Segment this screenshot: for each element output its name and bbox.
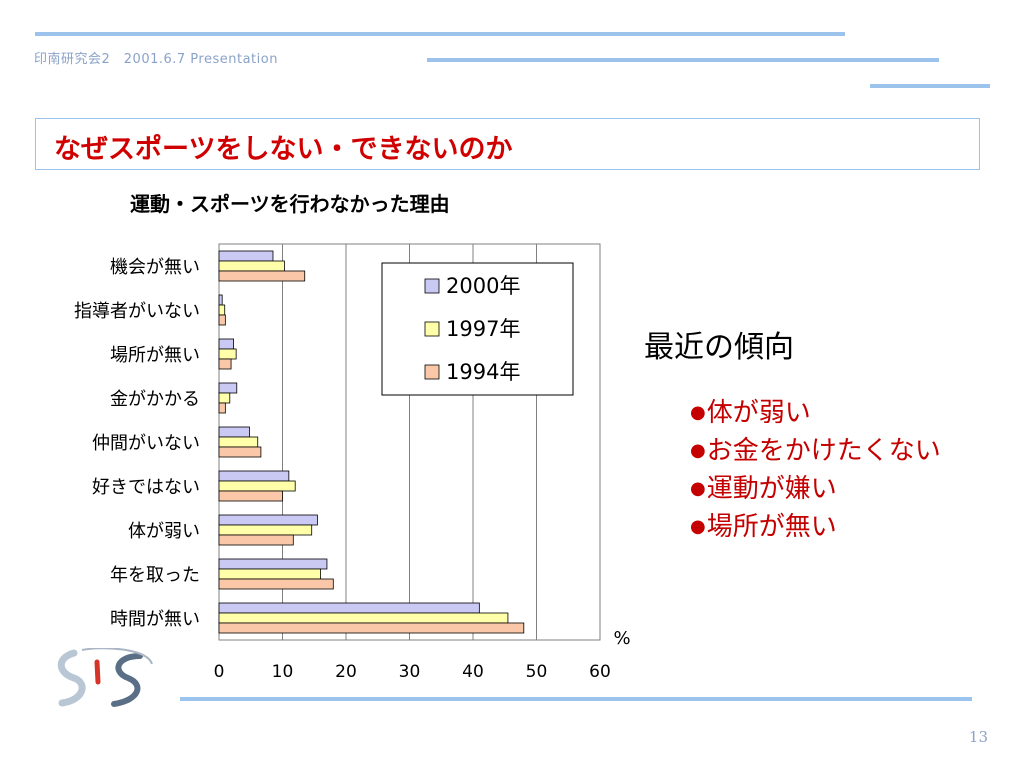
bar: [218, 480, 296, 492]
side-bullet-text: お金をかけたくない: [706, 436, 941, 466]
category-label: 仲間がいない: [92, 433, 200, 454]
side-bullet-text: 体が弱い: [706, 398, 811, 428]
bullet-icon: ●: [690, 478, 706, 499]
x-tick-label: 0: [214, 662, 225, 682]
legend: 2000年 1997年 1994年: [381, 262, 574, 396]
bar: [218, 534, 294, 546]
side-bullet-text: 場所が無い: [706, 512, 837, 542]
category-label: 好きではない: [92, 477, 200, 498]
bar: [218, 558, 328, 570]
bar: [218, 402, 226, 414]
bar: [218, 294, 223, 306]
x-tick-label: 30: [399, 662, 421, 682]
legend-box: [381, 262, 574, 396]
side-bullet-item: ●運動が嫌い: [690, 470, 941, 508]
bar: [218, 270, 306, 282]
legend-swatch: [424, 278, 440, 294]
bar: [218, 260, 285, 272]
x-tick-label: 40: [462, 662, 484, 682]
bar: [218, 338, 235, 350]
bar: [218, 314, 226, 326]
x-tick-label: 50: [526, 662, 548, 682]
slide-title: なぜスポーツをしない・できないのか: [54, 134, 513, 165]
bars: [218, 250, 525, 634]
side-bullet-list: ●体が弱い ●お金をかけたくない ●運動が嫌い ●場所が無い: [690, 394, 941, 546]
category-label: 年を取った: [110, 565, 200, 586]
category-label: 体が弱い: [128, 521, 200, 542]
category-label: 場所が無い: [110, 345, 200, 366]
bar: [218, 622, 525, 634]
legend-swatch: [424, 364, 440, 380]
legend-label: 1997年: [446, 317, 520, 341]
header-rule-right: [870, 84, 990, 88]
bar: [218, 602, 480, 614]
slide-title-box: なぜスポーツをしない・できないのか: [35, 118, 980, 170]
bar: [218, 446, 262, 458]
side-bullet-text: 運動が嫌い: [706, 474, 837, 504]
category-label: 時間が無い: [110, 609, 200, 630]
bar: [218, 382, 238, 394]
bar: [218, 250, 274, 262]
legend-label: 1994年: [446, 360, 520, 384]
page-number: 13: [968, 728, 988, 746]
x-tick-labels: 0 10 20 30 40 50 60: [214, 662, 611, 682]
bar: [218, 524, 313, 536]
sis-logo: [57, 648, 153, 707]
category-label: 指導者がいない: [74, 301, 200, 322]
bar: [218, 358, 232, 370]
bar: [218, 568, 321, 580]
bar: [218, 612, 509, 624]
bar: [218, 470, 290, 482]
side-bullet-item: ●体が弱い: [690, 394, 941, 432]
bar: [218, 348, 237, 360]
side-heading: 最近の傾向: [644, 330, 794, 365]
bar: [218, 578, 334, 590]
header-text: 印南研究会2 2001.6.7 Presentation: [34, 52, 278, 67]
bar: [218, 436, 259, 448]
bar: [218, 426, 250, 438]
legend-label: 2000年: [446, 274, 520, 298]
footer-rule: [180, 697, 972, 701]
side-bullet-item: ●場所が無い: [690, 508, 941, 546]
side-bullet-item: ●お金をかけたくない: [690, 432, 941, 470]
category-label: 機会が無い: [110, 257, 200, 278]
x-tick-label: 60: [589, 662, 611, 682]
bar: [218, 392, 231, 404]
header-rule-middle: [427, 58, 939, 62]
bullet-icon: ●: [690, 516, 706, 537]
bar: [218, 304, 226, 316]
chart-title: 運動・スポーツを行わなかった理由: [130, 192, 450, 216]
category-labels: 機会が無い指導者がいない場所が無い金がかかる仲間がいない好きではない体が弱い年を…: [74, 257, 200, 630]
x-tick-label: 10: [272, 662, 294, 682]
legend-swatch: [424, 321, 440, 337]
bullet-icon: ●: [690, 402, 706, 423]
bullet-icon: ●: [690, 440, 706, 461]
bar: [218, 490, 283, 502]
x-unit-label: %: [613, 628, 630, 649]
x-tick-label: 20: [335, 662, 357, 682]
header-rule-top: [35, 32, 845, 36]
category-label: 金がかかる: [110, 389, 200, 410]
bar: [218, 514, 318, 526]
